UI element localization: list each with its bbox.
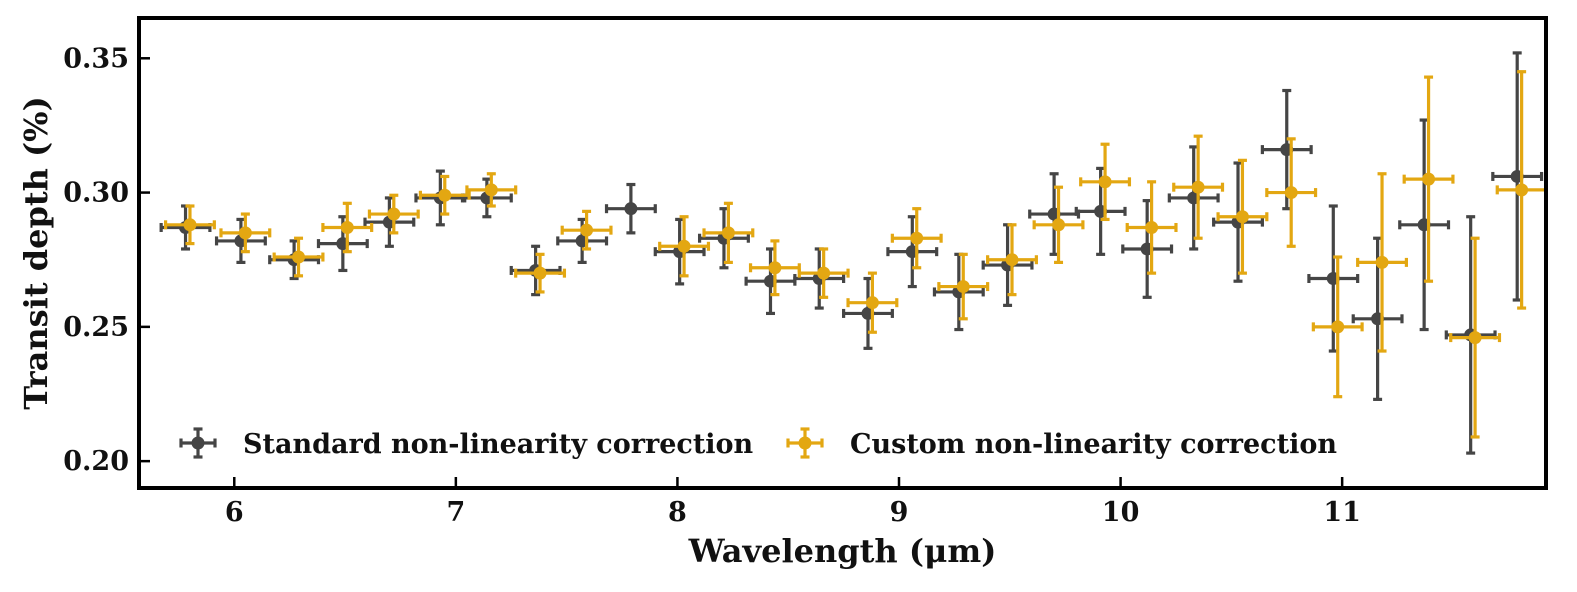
data-marker [1098, 175, 1112, 189]
data-marker [624, 202, 638, 216]
data-marker [1005, 253, 1019, 267]
legend: Standard non-linearity correction Custom … [179, 427, 1337, 460]
data-marker [1422, 172, 1436, 186]
data-point [1449, 236, 1502, 439]
data-marker [580, 223, 594, 237]
data-marker [677, 239, 691, 253]
data-marker [340, 220, 354, 234]
data-point [1172, 134, 1225, 240]
data-marker [910, 231, 924, 245]
data-point [219, 212, 272, 254]
data-marker [865, 296, 879, 310]
legend-marker [179, 427, 217, 459]
data-marker [1375, 255, 1389, 269]
legend-item-custom: Custom non-linearity correction [786, 427, 1337, 460]
data-marker [484, 183, 498, 197]
data-point [1495, 70, 1548, 310]
data-point [1265, 137, 1318, 248]
x-tick-label: 9 [890, 497, 909, 528]
x-axis-title: Wavelength (μm) [688, 532, 997, 570]
data-marker [798, 436, 812, 450]
series-layer [159, 51, 1548, 455]
data-point [418, 174, 471, 216]
x-tick-label: 6 [225, 497, 244, 528]
data-point [702, 201, 755, 264]
legend-marker [786, 427, 824, 459]
data-point [1125, 180, 1178, 275]
x-tick-label: 10 [1102, 497, 1140, 528]
y-tick-label: 0.20 [63, 446, 129, 477]
x-tick-label: 11 [1323, 497, 1361, 528]
data-point [890, 207, 943, 270]
data-marker [238, 226, 252, 240]
data-point [163, 204, 216, 246]
data-point [367, 193, 420, 235]
series-custom [163, 70, 1548, 439]
data-marker [721, 226, 735, 240]
data-point [272, 236, 325, 278]
plot-frame [137, 16, 1548, 490]
data-point [986, 223, 1038, 297]
data-marker [1145, 220, 1159, 234]
y-tick-label: 0.25 [63, 312, 129, 343]
data-marker [292, 250, 306, 264]
data-marker [956, 280, 970, 294]
axes-layer: 6 7 8 9 10 11 0.20 0.25 0.30 0.35 [63, 16, 1548, 528]
data-point [1356, 172, 1409, 353]
y-tick-label: 0.30 [63, 178, 129, 209]
data-point [1212, 161, 1264, 283]
data-marker [191, 436, 205, 450]
x-tick-label: 8 [668, 497, 687, 528]
legend-label: Standard non-linearity correction [243, 429, 754, 460]
data-point [465, 172, 518, 208]
data-marker [438, 188, 452, 202]
data-point [1398, 118, 1451, 332]
data-point [658, 215, 711, 278]
data-marker [1468, 331, 1482, 345]
data-marker [768, 261, 782, 275]
data-marker [183, 218, 197, 232]
data-marker [1331, 320, 1345, 334]
legend-label: Custom non-linearity correction [850, 429, 1337, 460]
x-tick-label: 7 [446, 497, 465, 528]
data-point [1079, 142, 1132, 222]
y-axis-title: Transit depth (%) [17, 96, 55, 409]
y-tick-label: 0.35 [63, 43, 129, 74]
data-point [514, 252, 567, 294]
data-point [604, 182, 657, 235]
data-marker [1515, 183, 1529, 197]
data-marker [533, 266, 547, 280]
data-point [886, 215, 939, 289]
data-point [937, 252, 990, 321]
data-point [560, 209, 613, 251]
data-point [1216, 158, 1269, 275]
data-marker [1284, 186, 1298, 200]
data-marker [817, 266, 831, 280]
legend-item-standard: Standard non-linearity correction [179, 427, 754, 460]
data-point [1311, 255, 1364, 399]
data-marker [1235, 210, 1249, 224]
data-point [797, 247, 850, 299]
data-marker [387, 207, 401, 221]
data-marker [1052, 218, 1066, 232]
data-marker [1191, 180, 1205, 194]
data-point [846, 271, 899, 334]
data-point [321, 201, 374, 254]
data-point [1402, 75, 1455, 283]
data-point [1032, 185, 1085, 264]
